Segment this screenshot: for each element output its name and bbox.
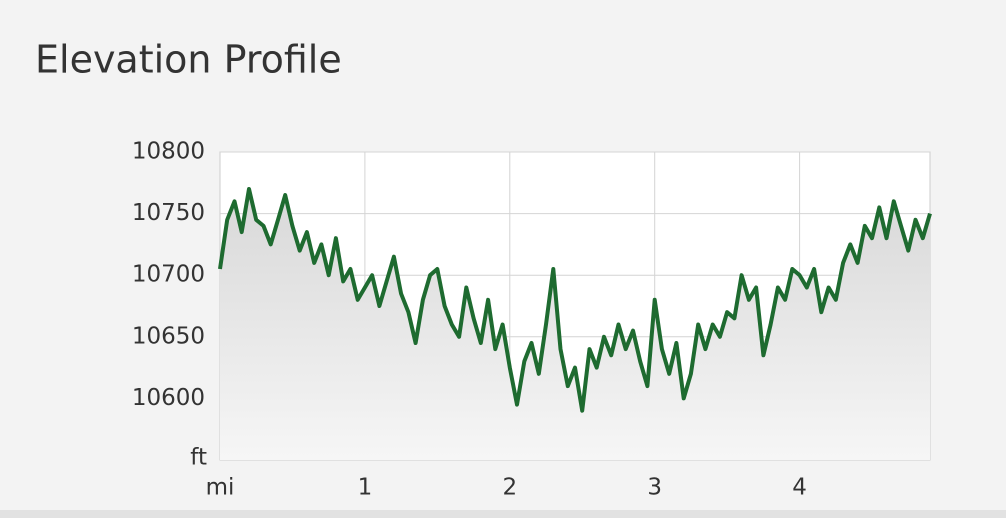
y-unit: ft xyxy=(190,445,207,471)
x-tick-label: 2 xyxy=(502,475,517,501)
y-tick-label: 10800 xyxy=(132,139,205,165)
y-tick-label: 10650 xyxy=(132,323,205,349)
y-tick-label: 10750 xyxy=(132,200,205,226)
x-tick-label: 1 xyxy=(358,475,373,501)
y-tick-label: 10700 xyxy=(132,262,205,288)
x-tick-label: 3 xyxy=(647,475,662,501)
x-unit: mi xyxy=(206,475,235,501)
divider xyxy=(0,510,1006,518)
chart-title: Elevation Profile xyxy=(35,38,342,82)
x-tick-label: 4 xyxy=(792,475,807,501)
y-tick-label: 10600 xyxy=(132,385,205,411)
elevation-line xyxy=(218,187,932,413)
elevation-area xyxy=(220,189,930,460)
